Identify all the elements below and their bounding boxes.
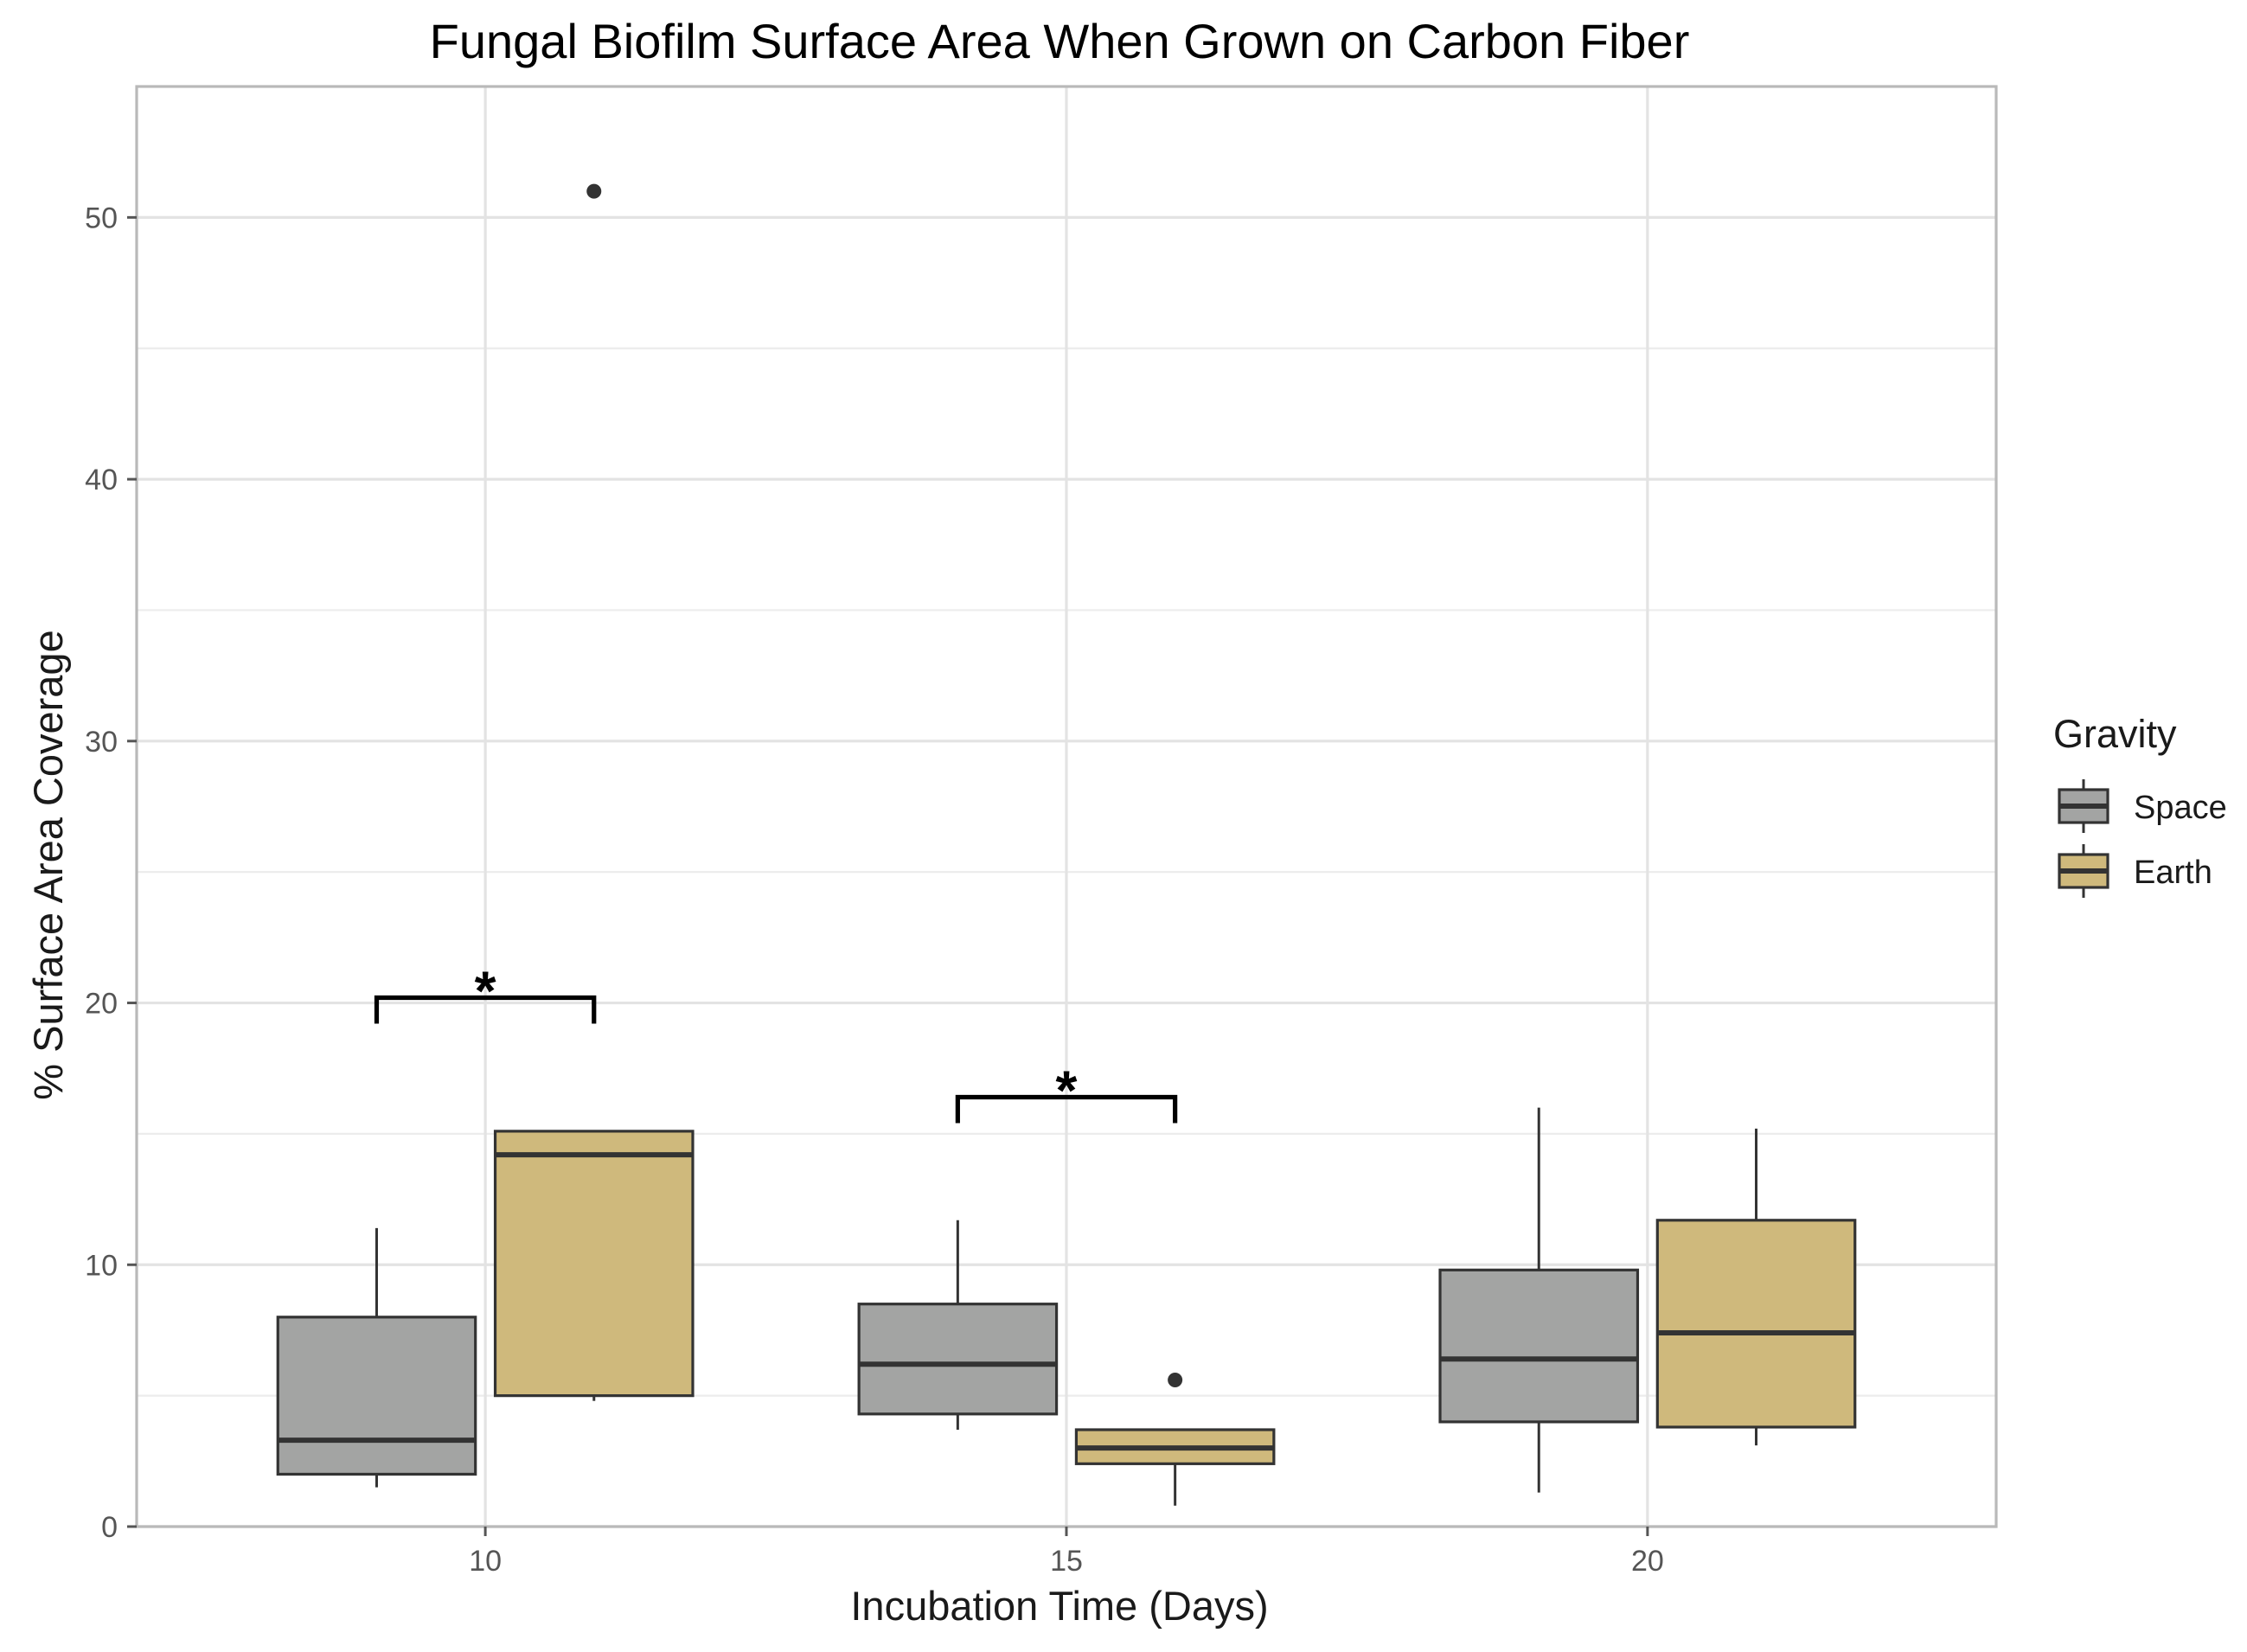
- legend-entries: Space Earth: [2058, 779, 2227, 898]
- box-iqr: [857, 1303, 1059, 1416]
- legend: Gravity Space Earth: [2053, 712, 2227, 898]
- box-space-20: [1438, 1107, 1640, 1493]
- y-tick-label: 30: [85, 726, 118, 759]
- legend-title: Gravity: [2053, 712, 2177, 756]
- outlier-point: [1168, 1372, 1183, 1387]
- boxes: [276, 183, 1857, 1506]
- box-iqr: [276, 1316, 477, 1476]
- chart-title: Fungal Biofilm Surface Area When Grown o…: [430, 14, 1690, 68]
- outlier-point: [586, 183, 602, 199]
- legend-label: Space: [2134, 790, 2227, 826]
- box-iqr: [493, 1130, 695, 1398]
- y-tick-label: 20: [85, 988, 118, 1021]
- x-axis-title: Incubation Time (Days): [850, 1583, 1268, 1629]
- box-earth-15: [1074, 1372, 1276, 1506]
- box-earth-10: [493, 183, 695, 1401]
- bracket-line: [374, 995, 597, 1024]
- legend-label: Earth: [2134, 855, 2212, 891]
- x-tick-label: 15: [1050, 1545, 1083, 1578]
- box-iqr: [1438, 1268, 1640, 1424]
- bracket-line: [955, 1094, 1178, 1124]
- significance-bracket-10: *: [374, 959, 597, 1024]
- box-space-15: [857, 1220, 1059, 1430]
- y-tick-label: 10: [85, 1249, 118, 1282]
- box-iqr: [1655, 1219, 1857, 1429]
- significance-bracket-15: *: [955, 1060, 1178, 1124]
- y-tick-label: 50: [85, 202, 118, 234]
- y-tick-label: 0: [101, 1511, 118, 1544]
- grid: [137, 86, 1996, 1528]
- box-earth-20: [1655, 1128, 1857, 1446]
- legend-entry-space: Space: [2058, 779, 2227, 833]
- significance-annotations: **: [374, 959, 1178, 1124]
- significance-asterisk: *: [1056, 1060, 1078, 1122]
- y-axis-title: % Surface Area Coverage: [25, 630, 71, 1099]
- legend-entry-earth: Earth: [2058, 844, 2212, 898]
- x-tick-label: 10: [469, 1545, 502, 1578]
- y-tick-label: 40: [85, 464, 118, 496]
- axes: 0 10 20 30 40 50 10 15 20: [85, 202, 1664, 1578]
- box-space-10: [276, 1227, 477, 1488]
- x-tick-label: 20: [1631, 1545, 1664, 1578]
- significance-asterisk: *: [475, 959, 496, 1021]
